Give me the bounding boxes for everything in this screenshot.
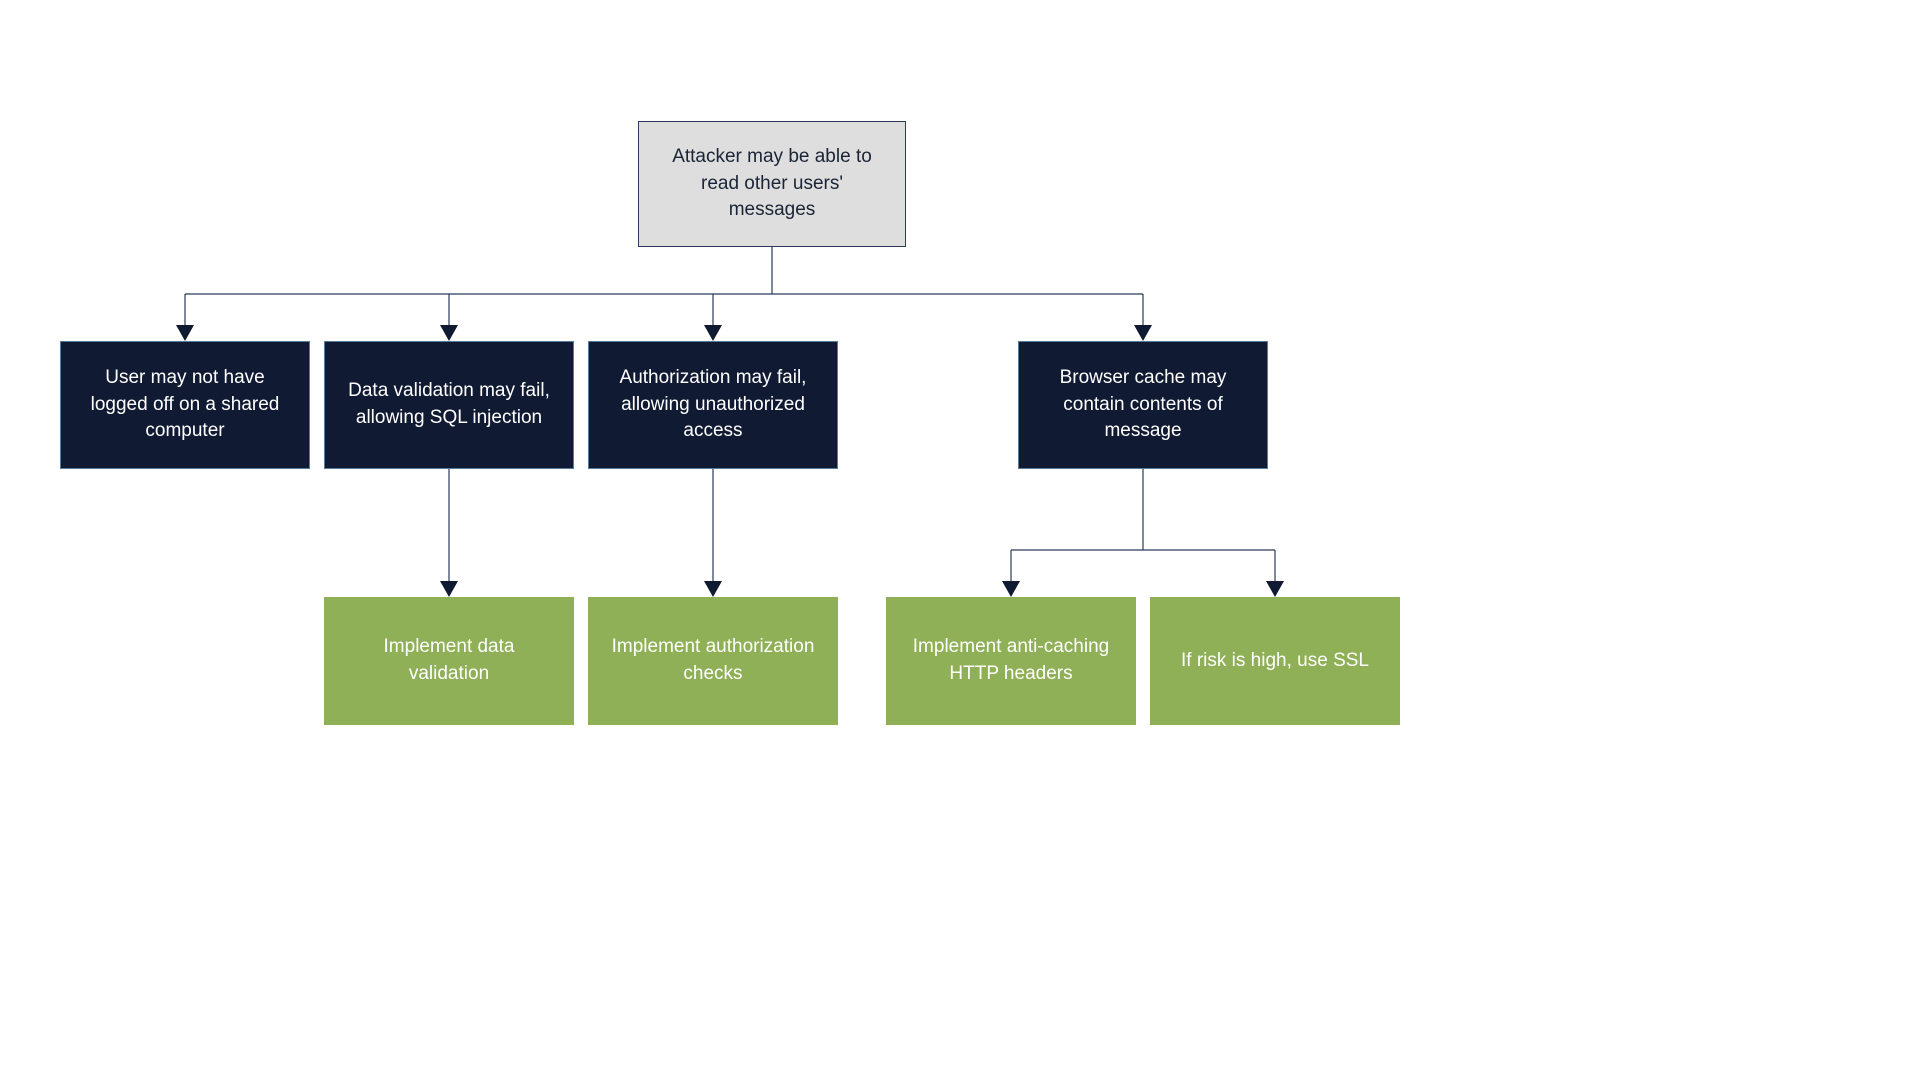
flowchart-canvas: Attacker may be able to read other users… <box>0 0 1921 1080</box>
node-m2: Implement authorization checks <box>588 597 838 725</box>
node-label: Attacker may be able to read other users… <box>657 144 887 224</box>
node-m1: Implement data validation <box>324 597 574 725</box>
edges-layer <box>0 0 1921 1080</box>
node-t1: User may not have logged off on a shared… <box>60 341 310 469</box>
node-label: Implement authorization checks <box>606 634 820 687</box>
node-m4: If risk is high, use SSL <box>1150 597 1400 725</box>
node-label: If risk is high, use SSL <box>1181 648 1369 675</box>
node-t4: Browser cache may contain contents of me… <box>1018 341 1268 469</box>
node-label: Data validation may fail, allowing SQL i… <box>343 378 555 431</box>
node-t2: Data validation may fail, allowing SQL i… <box>324 341 574 469</box>
node-m3: Implement anti-caching HTTP headers <box>886 597 1136 725</box>
node-label: Implement anti-caching HTTP headers <box>904 634 1118 687</box>
node-label: Implement data validation <box>342 634 556 687</box>
node-t3: Authorization may fail, allowing unautho… <box>588 341 838 469</box>
node-label: Authorization may fail, allowing unautho… <box>607 365 819 445</box>
node-label: Browser cache may contain contents of me… <box>1037 365 1249 445</box>
node-label: User may not have logged off on a shared… <box>79 365 291 445</box>
node-root: Attacker may be able to read other users… <box>638 121 906 247</box>
